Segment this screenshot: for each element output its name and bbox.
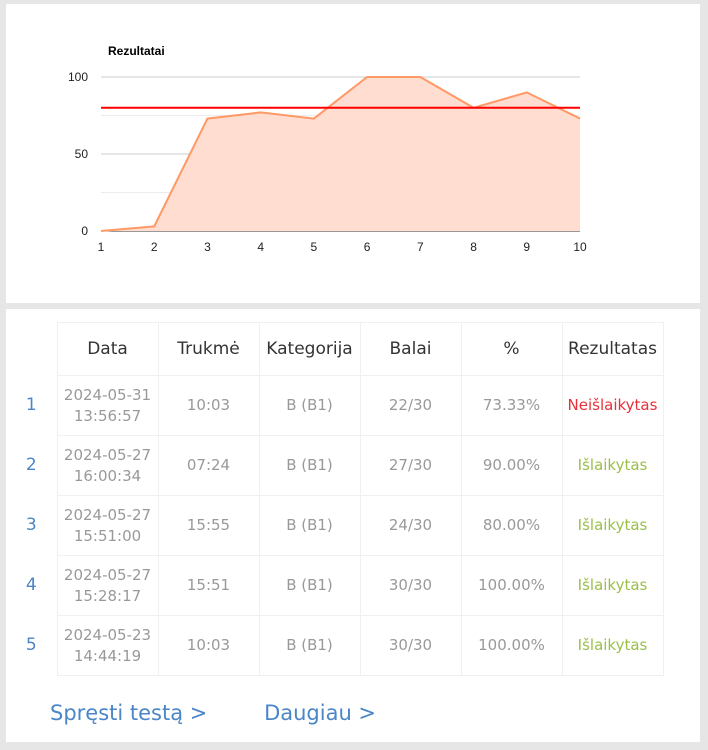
x-tick-label: 7 [417,240,424,254]
y-tick-label: 0 [81,224,88,238]
date: 2024-05-23 [63,625,152,644]
take-test-link[interactable]: Spręsti testą > [50,701,208,725]
x-tick-label: 5 [311,240,318,254]
more-link[interactable]: Daugiau > [264,701,377,725]
x-tick-label: 9 [523,240,530,254]
result-cell: Neišlaikytas [561,375,664,436]
table-row[interactable]: 2 2024-05-27 16:00:34 07:24 B (B1) 27/30 … [6,435,664,496]
table-row[interactable]: 5 2024-05-23 14:44:19 10:03 B (B1) 30/30 … [6,615,664,676]
category-cell: B (B1) [258,495,361,556]
result-cell: Išlaikytas [561,555,664,616]
score-cell: 24/30 [359,495,462,556]
x-tick-label: 4 [257,240,264,254]
duration-cell: 10:03 [157,375,260,436]
category-cell: B (B1) [258,555,361,616]
row-number[interactable]: 5 [25,635,37,655]
percent-cell: 100.00% [460,615,563,676]
percent-cell: 80.00% [460,495,563,556]
column-header: Data [56,322,159,376]
duration-cell: 15:51 [157,555,260,616]
row-number[interactable]: 3 [25,515,37,535]
percent-cell: 73.33% [460,375,563,436]
column-header: Balai [359,322,462,376]
x-tick-label: 1 [98,240,105,254]
result-cell: Išlaikytas [561,495,664,556]
date: 2024-05-31 [63,385,152,404]
results-card: Data Trukmė Kategorija Balai% Rezultatas 1 2… [6,309,700,742]
date: 2024-05-27 [63,505,152,524]
index-header [6,323,57,376]
results-chart: Rezultatai 0 50 100 1 2 3 4 5 6 7 8 9 10 [68,44,587,254]
date: 2024-05-27 [63,445,152,464]
score-cell: 30/30 [359,555,462,616]
row-number[interactable]: 2 [25,455,37,475]
y-tick-label: 100 [68,70,88,84]
date-cell: 2024-05-27 16:00:34 [56,435,159,496]
x-tick-label: 8 [470,240,477,254]
category-cell: B (B1) [258,615,361,676]
table-row[interactable]: 3 2024-05-27 15:51:00 15:55 B (B1) 24/30 … [6,495,664,556]
table-row[interactable]: 1 2024-05-31 13:56:57 10:03 B (B1) 22/30 … [6,375,664,436]
x-tick-label: 2 [151,240,158,254]
date-cell: 2024-05-23 14:44:19 [56,615,159,676]
x-tick-label: 3 [204,240,211,254]
x-tick-label: 6 [364,240,371,254]
time: 13:56:57 [73,406,142,425]
duration-cell: 15:55 [157,495,260,556]
results-table: Data Trukmė Kategorija Balai% Rezultatas 1 2… [6,322,664,676]
result-cell: Išlaikytas [561,435,664,496]
area-fill [101,77,580,231]
time: 15:28:17 [73,586,142,605]
time: 14:44:19 [73,646,142,665]
column-header: % [460,322,563,376]
result-cell: Išlaikytas [561,615,664,676]
score-cell: 27/30 [359,435,462,496]
category-cell: B (B1) [258,435,361,496]
percent-cell: 100.00% [460,555,563,616]
column-header: Trukmė [157,322,260,376]
time: 16:00:34 [73,466,142,485]
date: 2024-05-27 [63,565,152,584]
chart-title: Rezultatai [108,44,165,58]
row-number[interactable]: 4 [25,575,37,595]
date-cell: 2024-05-27 15:28:17 [56,555,159,616]
y-tick-label: 50 [75,147,89,161]
x-tick-label: 10 [573,240,587,254]
category-cell: B (B1) [258,375,361,436]
score-cell: 30/30 [359,615,462,676]
score-cell: 22/30 [359,375,462,436]
column-header: Kategorija [258,322,361,376]
duration-cell: 10:03 [157,615,260,676]
date-cell: 2024-05-27 15:51:00 [56,495,159,556]
percent-cell: 90.00% [460,435,563,496]
time: 15:51:00 [73,526,142,545]
row-number[interactable]: 1 [25,395,37,415]
date-cell: 2024-05-31 13:56:57 [56,375,159,436]
duration-cell: 07:24 [157,435,260,496]
table-row[interactable]: 4 2024-05-27 15:28:17 15:51 B (B1) 30/30 … [6,555,664,616]
series-line [100,76,581,232]
column-header: Rezultatas [561,322,664,376]
chart-card: Rezultatai 0 50 100 1 2 3 4 5 6 7 8 9 10 [6,4,700,303]
